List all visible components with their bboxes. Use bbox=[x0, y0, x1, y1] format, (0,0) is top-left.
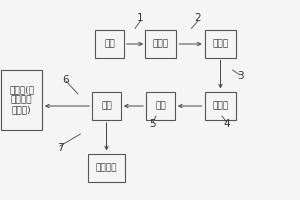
FancyBboxPatch shape bbox=[205, 92, 236, 120]
Text: 尾矿: 尾矿 bbox=[104, 40, 115, 48]
FancyBboxPatch shape bbox=[92, 92, 121, 120]
Text: 7: 7 bbox=[57, 143, 63, 153]
Text: 球磨机: 球磨机 bbox=[212, 40, 229, 48]
FancyBboxPatch shape bbox=[205, 30, 236, 58]
FancyBboxPatch shape bbox=[88, 154, 125, 182]
Text: 制浆: 制浆 bbox=[155, 102, 166, 110]
Text: 硫精矿(含
铜锌等有
价元素): 硫精矿(含 铜锌等有 价元素) bbox=[9, 85, 34, 115]
FancyBboxPatch shape bbox=[146, 92, 175, 120]
FancyBboxPatch shape bbox=[1, 70, 42, 130]
Text: 1: 1 bbox=[137, 13, 144, 23]
Text: 二次尾矿: 二次尾矿 bbox=[96, 164, 117, 172]
Text: 2: 2 bbox=[195, 13, 201, 23]
Text: 3: 3 bbox=[237, 71, 243, 81]
Text: 5: 5 bbox=[150, 119, 156, 129]
Text: 4: 4 bbox=[223, 119, 230, 129]
Text: 分级机: 分级机 bbox=[212, 102, 229, 110]
FancyBboxPatch shape bbox=[145, 30, 176, 58]
Text: 6: 6 bbox=[63, 75, 69, 85]
Text: 粉矿仓: 粉矿仓 bbox=[152, 40, 169, 48]
Text: 浮选: 浮选 bbox=[101, 102, 112, 110]
FancyBboxPatch shape bbox=[95, 30, 124, 58]
